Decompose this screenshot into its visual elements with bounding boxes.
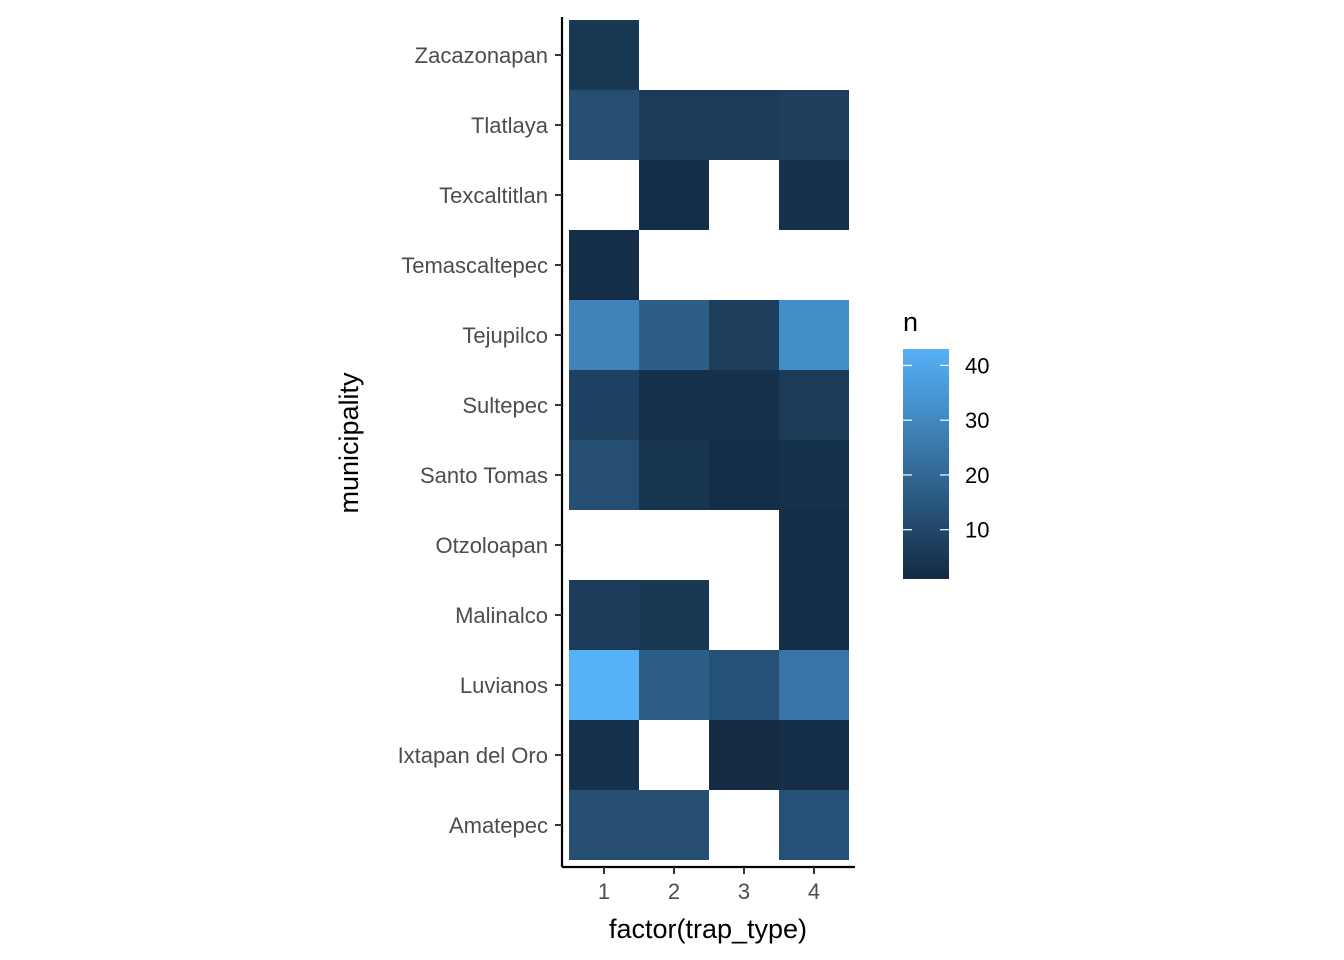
- heatmap-cell: [709, 370, 779, 440]
- heatmap-cell: [569, 230, 639, 300]
- y-tick-label: Amatepec: [449, 813, 548, 838]
- legend-tick-label: 10: [965, 518, 989, 543]
- y-axis-title: municipality: [334, 372, 364, 514]
- heatmap-cell: [569, 370, 639, 440]
- heatmap-cell: [779, 90, 849, 160]
- heatmap-cell: [709, 650, 779, 720]
- color-legend: n 10 20 30 40: [903, 307, 989, 579]
- legend-color-bar: [903, 349, 949, 579]
- heatmap-cell: [639, 790, 709, 860]
- y-tick-label: Ixtapan del Oro: [398, 743, 548, 768]
- legend-tick-label: 40: [965, 353, 989, 378]
- x-tick-label: 1: [598, 879, 610, 904]
- heatmap-cell: [569, 580, 639, 650]
- heatmap-cell: [709, 90, 779, 160]
- heatmap-cell: [709, 440, 779, 510]
- heatmap-cell: [569, 650, 639, 720]
- heatmap-cell: [639, 160, 709, 230]
- heatmap-cell: [779, 440, 849, 510]
- heatmap-cell: [709, 300, 779, 370]
- heatmap-cell: [569, 720, 639, 790]
- x-tick-label: 4: [808, 879, 820, 904]
- legend-title: n: [903, 307, 918, 337]
- heatmap-cell: [779, 720, 849, 790]
- y-tick-label: Luvianos: [460, 673, 548, 698]
- heatmap-cell: [779, 300, 849, 370]
- x-axis-title: factor(trap_type): [609, 914, 807, 944]
- y-tick-label: Tejupilco: [462, 323, 548, 348]
- heatmap-cells: [569, 20, 849, 860]
- heatmap-cell: [779, 790, 849, 860]
- heatmap-cell: [569, 300, 639, 370]
- legend-tick-label: 30: [965, 408, 989, 433]
- heatmap-cell: [779, 510, 849, 580]
- y-tick-label: Sultepec: [462, 393, 548, 418]
- y-tick-label: Malinalco: [455, 603, 548, 628]
- heatmap-cell: [779, 650, 849, 720]
- heatmap-cell: [569, 90, 639, 160]
- heatmap-cell: [569, 440, 639, 510]
- heatmap-cell: [639, 440, 709, 510]
- legend-ticks: 10 20 30 40: [903, 353, 989, 543]
- heatmap-cell: [779, 370, 849, 440]
- y-tick-label: Otzoloapan: [435, 533, 548, 558]
- heatmap-cell: [639, 650, 709, 720]
- y-tick-label: Santo Tomas: [420, 463, 548, 488]
- heatmap-cell: [779, 160, 849, 230]
- y-tick-label: Temascaltepec: [401, 253, 548, 278]
- heatmap-cell: [779, 580, 849, 650]
- heatmap-cell: [639, 370, 709, 440]
- heatmap-cell: [639, 580, 709, 650]
- y-axis: Amatepec Ixtapan del Oro Luvianos Malinalco…: [398, 17, 564, 867]
- y-tick-label: Tlatlaya: [471, 113, 549, 138]
- legend-tick-label: 20: [965, 463, 989, 488]
- heatmap-cell: [639, 90, 709, 160]
- y-tick-label: Texcaltitlan: [439, 183, 548, 208]
- x-tick-label: 2: [668, 879, 680, 904]
- heatmap-cell: [639, 300, 709, 370]
- x-tick-label: 3: [738, 879, 750, 904]
- heatmap-cell: [569, 790, 639, 860]
- y-tick-label: Zacazonapan: [415, 43, 548, 68]
- x-axis: 1 2 3 4: [562, 865, 855, 904]
- heatmap-cell: [709, 720, 779, 790]
- heatmap-cell: [569, 20, 639, 90]
